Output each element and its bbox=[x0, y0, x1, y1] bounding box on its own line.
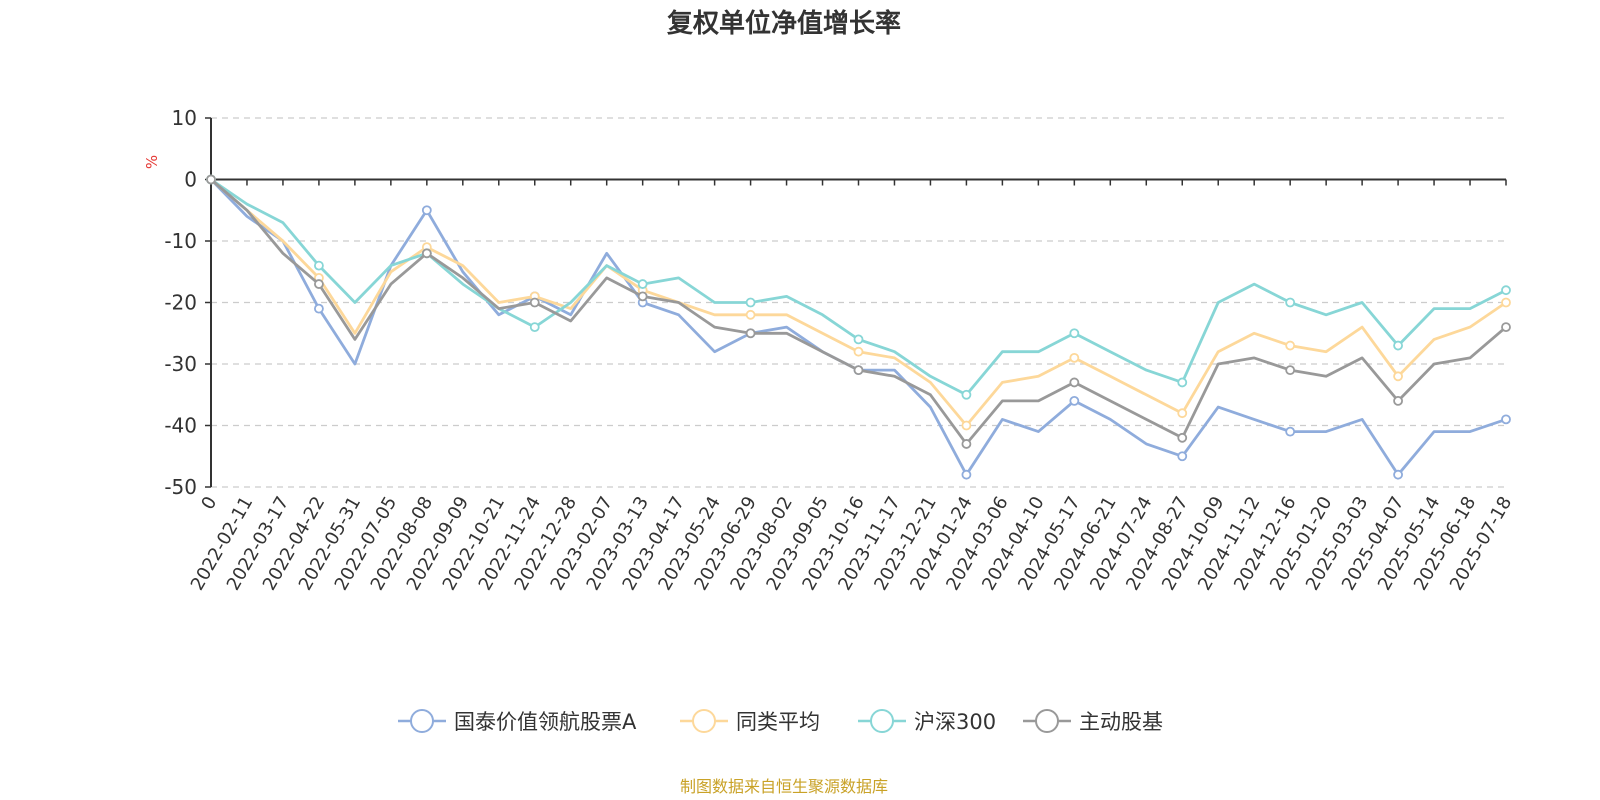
y-tick-label: 10 bbox=[172, 106, 197, 130]
y-tick-label: -30 bbox=[164, 352, 197, 376]
data-point bbox=[421, 248, 432, 259]
data-point bbox=[1285, 297, 1296, 308]
data-point bbox=[1393, 340, 1403, 351]
data-point bbox=[1285, 426, 1296, 437]
legend-item[interactable]: 国泰价值领航股票A bbox=[398, 709, 637, 734]
chart-title: 复权单位净值增长率 bbox=[667, 8, 901, 39]
data-point bbox=[1069, 328, 1080, 339]
y-axis-ticks: 10 0 -10 -20 -30 -40 -50 bbox=[164, 106, 211, 499]
y-tick-label: 0 bbox=[184, 168, 197, 192]
data-point bbox=[421, 205, 432, 216]
data-point bbox=[1501, 322, 1511, 333]
data-point bbox=[961, 469, 972, 480]
data-point bbox=[1069, 352, 1080, 363]
data-point bbox=[745, 309, 756, 320]
data-point bbox=[745, 297, 756, 308]
x-axis-ticks: 02022-02-112022-03-172022-04-222022-05-3… bbox=[187, 179, 1516, 594]
data-point bbox=[1177, 432, 1188, 443]
data-point bbox=[1069, 395, 1080, 406]
legend-marker bbox=[1035, 709, 1059, 733]
data-point bbox=[853, 365, 864, 376]
legend-marker bbox=[692, 709, 716, 733]
data-point bbox=[1501, 414, 1511, 425]
legend-label: 沪深300 bbox=[914, 710, 996, 734]
legend-item[interactable]: 主动股基 bbox=[1023, 709, 1163, 734]
source-note: 制图数据来自恒生聚源数据库 bbox=[680, 777, 888, 796]
legend[interactable]: 国泰价值领航股票A 同类平均 沪深300 主动股基 bbox=[398, 709, 1163, 734]
data-point bbox=[529, 322, 540, 333]
data-point bbox=[1393, 395, 1403, 406]
data-point bbox=[206, 174, 216, 185]
data-point bbox=[1501, 297, 1511, 308]
data-point bbox=[745, 328, 756, 339]
series-line bbox=[210, 178, 1507, 397]
data-point bbox=[961, 420, 972, 431]
data-point bbox=[1285, 340, 1296, 351]
y-tick-label: -20 bbox=[164, 291, 197, 315]
legend-marker bbox=[410, 709, 434, 733]
series-layer bbox=[206, 174, 1511, 480]
y-tick-label: -40 bbox=[164, 414, 197, 438]
series-0 bbox=[206, 174, 1511, 480]
data-point bbox=[853, 346, 864, 357]
series-3 bbox=[206, 174, 1511, 449]
data-point bbox=[1501, 285, 1511, 296]
legend-label: 主动股基 bbox=[1079, 710, 1163, 734]
legend-item[interactable]: 同类平均 bbox=[680, 709, 820, 734]
data-point bbox=[314, 279, 324, 289]
data-point bbox=[637, 279, 648, 289]
data-point bbox=[637, 291, 648, 302]
data-point bbox=[1069, 377, 1080, 388]
legend-label: 同类平均 bbox=[736, 710, 820, 734]
data-point bbox=[1177, 408, 1188, 419]
data-point bbox=[961, 389, 972, 400]
series-line bbox=[210, 178, 1507, 446]
data-point bbox=[853, 334, 864, 345]
legend-item[interactable]: 沪深300 bbox=[858, 709, 996, 734]
data-point bbox=[1177, 451, 1188, 462]
x-tick-label: 0 bbox=[197, 493, 221, 513]
legend-marker bbox=[870, 709, 894, 733]
legend-label: 国泰价值领航股票A bbox=[454, 710, 637, 734]
data-point bbox=[1285, 365, 1296, 376]
y-axis-unit: % bbox=[143, 155, 161, 169]
data-point bbox=[529, 297, 540, 308]
data-point bbox=[961, 439, 972, 449]
data-point bbox=[314, 260, 324, 271]
data-point bbox=[1177, 377, 1188, 388]
data-point bbox=[1393, 371, 1403, 382]
y-tick-label: -10 bbox=[164, 229, 197, 253]
data-point bbox=[1393, 469, 1403, 480]
data-point bbox=[314, 303, 324, 314]
y-tick-label: -50 bbox=[164, 475, 197, 499]
series-line bbox=[209, 178, 1507, 477]
